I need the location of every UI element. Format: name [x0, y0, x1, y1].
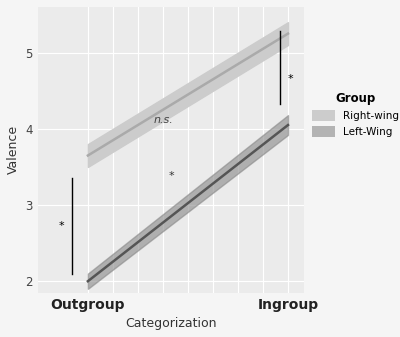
Text: *: * — [288, 74, 294, 84]
Text: *: * — [169, 171, 175, 181]
Text: *: * — [58, 221, 64, 232]
Y-axis label: Valence: Valence — [7, 125, 20, 174]
X-axis label: Categorization: Categorization — [125, 317, 217, 330]
Text: n.s.: n.s. — [154, 115, 174, 125]
Legend: Right-wing, Left-Wing: Right-wing, Left-Wing — [312, 92, 399, 137]
